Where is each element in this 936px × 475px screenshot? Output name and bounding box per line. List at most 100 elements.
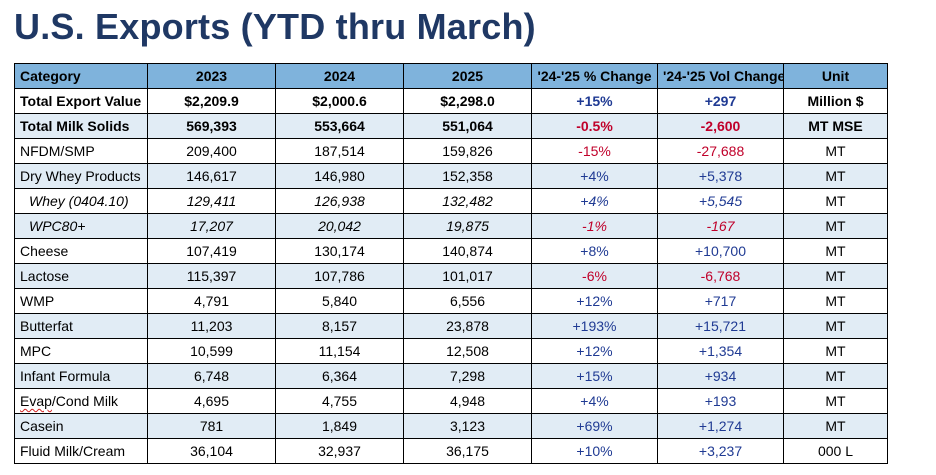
table-row: Dry Whey Products 146,617 146,980 152,358 +4… [14,163,888,189]
vol-change-cell: -2,600 [657,113,784,139]
value-2025-cell: 101,017 [403,263,532,289]
category-cell: Casein [14,413,148,439]
value-2023-cell: $2,209.9 [147,88,276,114]
table-row: Butterfat 11,203 8,157 23,878 +193% +15,721 MT [14,313,888,339]
value-2024-cell: 146,980 [275,163,404,189]
table-row: MPC 10,599 11,154 12,508 +12% +1,354 MT [14,338,888,364]
unit-cell: MT [783,313,888,339]
unit-cell: Million $ [783,88,888,114]
pct-change-cell: +15% [531,363,658,389]
unit-cell: MT [783,338,888,364]
pct-change-cell: +4% [531,388,658,414]
category-cell: NFDM/SMP [14,138,148,164]
value-2024-cell: 5,840 [275,288,404,314]
category-cell: Lactose [14,263,148,289]
table-row: Cheese 107,419 130,174 140,874 +8% +10,700 MT [14,238,888,264]
value-2023-cell: 4,791 [147,288,276,314]
unit-cell: MT [783,288,888,314]
pct-change-cell: +10% [531,438,658,464]
unit-cell: MT [783,363,888,389]
value-2024-cell: 130,174 [275,238,404,264]
unit-cell: MT [783,238,888,264]
pct-change-cell: -0.5% [531,113,658,139]
pct-change-cell: +4% [531,163,658,189]
value-2025-cell: 551,064 [403,113,532,139]
vol-change-cell: +193 [657,388,784,414]
value-2024-cell: 20,042 [275,213,404,239]
value-2023-cell: 115,397 [147,263,276,289]
value-2024-cell: 553,664 [275,113,404,139]
value-2025-cell: 132,482 [403,188,532,214]
table-row: Infant Formula 6,748 6,364 7,298 +15% +934 MT [14,363,888,389]
vol-change-cell: +5,545 [657,188,784,214]
value-2024-cell: 11,154 [275,338,404,364]
value-2025-cell: 23,878 [403,313,532,339]
value-2025-cell: 7,298 [403,363,532,389]
value-2024-cell: 187,514 [275,138,404,164]
vol-change-cell: +10,700 [657,238,784,264]
table-row: Evap/Cond Milk 4,695 4,755 4,948 +4% +193 MT [14,388,888,414]
pct-change-cell: -1% [531,213,658,239]
value-2024-cell: 1,849 [275,413,404,439]
pct-change-cell: +12% [531,288,658,314]
vol-change-cell: +15,721 [657,313,784,339]
unit-cell: MT [783,213,888,239]
value-2025-cell: 3,123 [403,413,532,439]
unit-cell: MT [783,163,888,189]
vol-change-cell: +1,354 [657,338,784,364]
category-cell: Cheese [14,238,148,264]
category-cell: Dry Whey Products [14,163,148,189]
category-cell: Total Milk Solids [14,113,148,139]
table-row: Fluid Milk/Cream 36,104 32,937 36,175 +10% +3… [14,438,888,464]
header-vol-change: '24-'25 Vol Change [657,63,784,89]
value-2023-cell: 36,104 [147,438,276,464]
category-cell: Fluid Milk/Cream [14,438,148,464]
value-2023-cell: 17,207 [147,213,276,239]
value-2025-cell: $2,298.0 [403,88,532,114]
value-2025-cell: 140,874 [403,238,532,264]
unit-cell: MT [783,388,888,414]
value-2023-cell: 6,748 [147,363,276,389]
header-unit: Unit [783,63,888,89]
category-cell: Evap/Cond Milk [14,388,148,414]
category-cell: Butterfat [14,313,148,339]
value-2023-cell: 10,599 [147,338,276,364]
header-2025: 2025 [403,63,532,89]
value-2024-cell: $2,000.6 [275,88,404,114]
vol-change-cell: +3,237 [657,438,784,464]
unit-cell: MT [783,413,888,439]
pct-change-cell: +8% [531,238,658,264]
unit-cell: MT [783,263,888,289]
table-row: WPC80+ 17,207 20,042 19,875 -1% -167 MT [14,213,888,239]
table-row: Total Milk Solids 569,393 553,664 551,064 -0… [14,113,888,139]
value-2024-cell: 4,755 [275,388,404,414]
value-2025-cell: 159,826 [403,138,532,164]
value-2023-cell: 107,419 [147,238,276,264]
table-row: Lactose 115,397 107,786 101,017 -6% -6,768 MT [14,263,888,289]
pct-change-cell: +15% [531,88,658,114]
category-cell: WMP [14,288,148,314]
value-2025-cell: 6,556 [403,288,532,314]
table-row: Whey (0404.10) 129,411 126,938 132,482 +4% +5… [14,188,888,214]
header-2023: 2023 [147,63,276,89]
header-category: Category [14,63,148,89]
category-cell: Total Export Value [14,88,148,114]
value-2025-cell: 152,358 [403,163,532,189]
value-2025-cell: 36,175 [403,438,532,464]
value-2024-cell: 126,938 [275,188,404,214]
value-2023-cell: 569,393 [147,113,276,139]
value-2023-cell: 129,411 [147,188,276,214]
vol-change-cell: +297 [657,88,784,114]
unit-cell: MT [783,138,888,164]
value-2025-cell: 4,948 [403,388,532,414]
header-pct-change: '24-'25 % Change [531,63,658,89]
pct-change-cell: -6% [531,263,658,289]
vol-change-cell: +1,274 [657,413,784,439]
value-2024-cell: 8,157 [275,313,404,339]
table-row: WMP 4,791 5,840 6,556 +12% +717 MT [14,288,888,314]
table-row: Casein 781 1,849 3,123 +69% +1,274 MT [14,413,888,439]
pct-change-cell: +193% [531,313,658,339]
pct-change-cell: -15% [531,138,658,164]
table-body: Total Export Value $2,209.9 $2,000.6 $2,298… [14,88,888,464]
value-2024-cell: 107,786 [275,263,404,289]
